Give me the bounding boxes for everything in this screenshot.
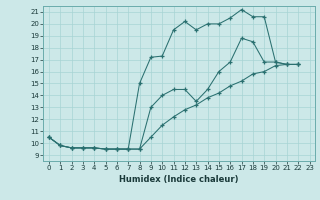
X-axis label: Humidex (Indice chaleur): Humidex (Indice chaleur) [119, 175, 239, 184]
